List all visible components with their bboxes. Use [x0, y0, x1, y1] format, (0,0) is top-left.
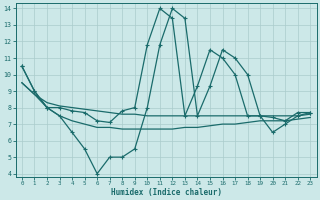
- X-axis label: Humidex (Indice chaleur): Humidex (Indice chaleur): [111, 188, 221, 197]
